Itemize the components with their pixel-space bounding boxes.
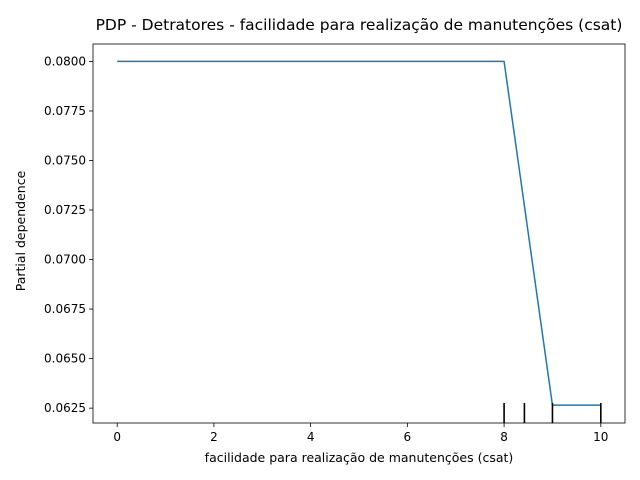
x-tick-label-8: 8 bbox=[500, 430, 508, 444]
x-axis-label: facilidade para realização de manutençõe… bbox=[205, 450, 514, 465]
y-tick-label-4: 0.0725 bbox=[44, 203, 86, 217]
y-tick-label-2: 0.0675 bbox=[44, 302, 86, 316]
y-tick-label-6: 0.0775 bbox=[44, 104, 86, 118]
y-tick-label-0: 0.0625 bbox=[44, 401, 86, 415]
series-line-0 bbox=[117, 60, 601, 406]
x-tick-label-2: 2 bbox=[210, 430, 218, 444]
plot-frame bbox=[92, 43, 626, 424]
x-tick-label-4: 4 bbox=[307, 430, 315, 444]
x-tick-label-6: 6 bbox=[404, 430, 412, 444]
y-tick-label-5: 0.0750 bbox=[44, 153, 86, 167]
chart-title: PDP - Detratores - facilidade para reali… bbox=[96, 16, 623, 34]
y-tick-label-3: 0.0700 bbox=[44, 253, 86, 267]
y-tick-label-7: 0.0800 bbox=[44, 54, 86, 68]
x-tick-label-0: 0 bbox=[113, 430, 121, 444]
plot-area: 0 2 4 6 8 10 0.0625 0.0650 0.0675 0.0700 0.0725 0.0… bbox=[44, 43, 626, 444]
y-tick-label-1: 0.0650 bbox=[44, 352, 86, 366]
y-axis-label: Partial dependence bbox=[13, 170, 28, 291]
x-tick-label-10: 10 bbox=[593, 430, 608, 444]
